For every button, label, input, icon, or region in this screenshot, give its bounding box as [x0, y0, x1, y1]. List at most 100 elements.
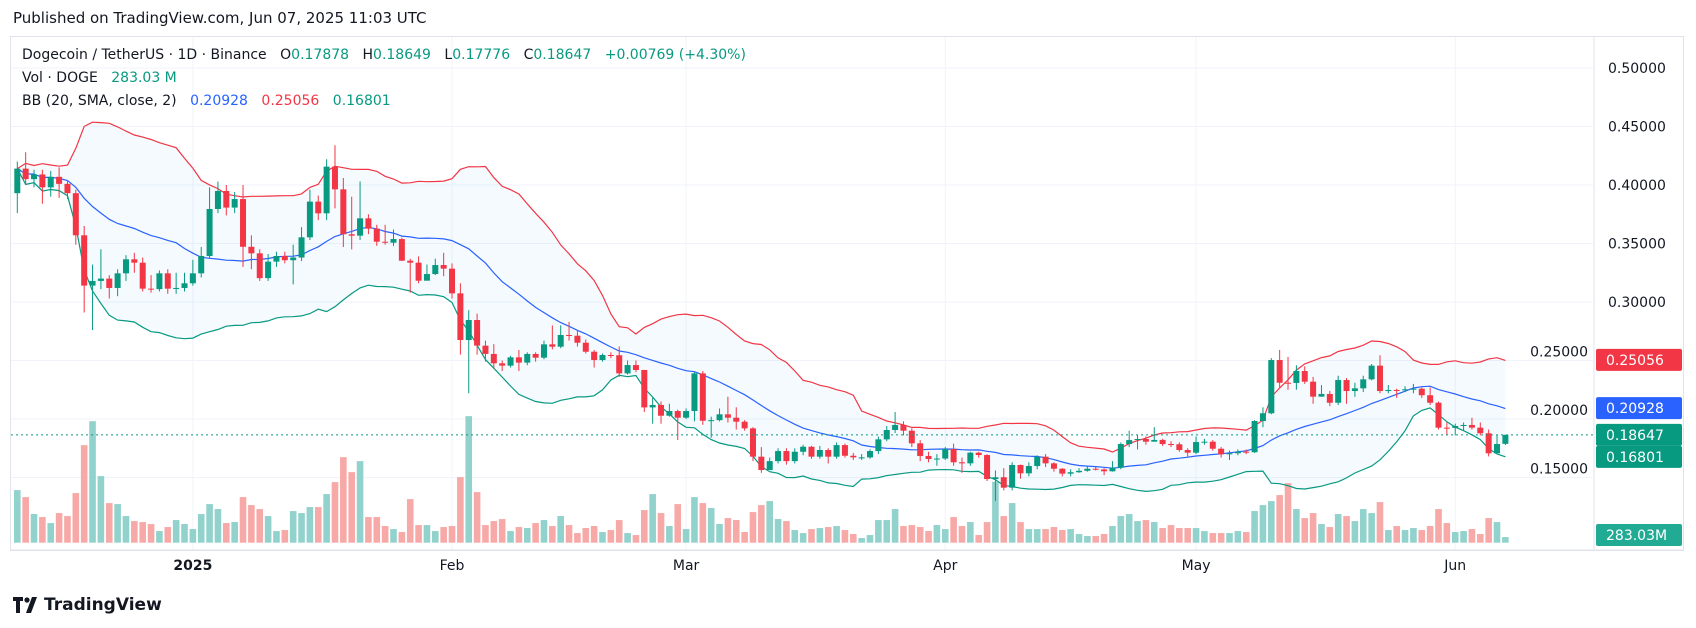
candle[interactable]: [390, 229, 397, 246]
candle[interactable]: [875, 436, 882, 455]
candle[interactable]: [1092, 466, 1099, 471]
candle[interactable]: [783, 448, 790, 465]
candle[interactable]: [1201, 438, 1208, 445]
candle[interactable]: [691, 372, 698, 422]
candle[interactable]: [958, 457, 965, 473]
candle[interactable]: [223, 185, 230, 216]
candle[interactable]: [1142, 436, 1149, 445]
candle[interactable]: [47, 170, 54, 197]
candle[interactable]: [566, 321, 573, 341]
candle[interactable]: [323, 159, 330, 221]
candle[interactable]: [841, 443, 848, 458]
candle[interactable]: [833, 442, 840, 459]
candle[interactable]: [482, 340, 489, 362]
candle[interactable]: [1234, 449, 1241, 456]
candle[interactable]: [582, 339, 589, 354]
candle[interactable]: [1360, 375, 1367, 393]
candle[interactable]: [122, 255, 129, 281]
candle[interactable]: [1259, 407, 1266, 428]
candle[interactable]: [574, 330, 581, 347]
candle[interactable]: [1042, 454, 1049, 467]
candle[interactable]: [1452, 423, 1459, 436]
candle[interactable]: [1218, 447, 1225, 458]
candle[interactable]: [331, 145, 338, 209]
candle[interactable]: [423, 264, 430, 281]
candle[interactable]: [415, 256, 422, 284]
candle[interactable]: [139, 257, 146, 292]
candle[interactable]: [1435, 401, 1442, 430]
candle[interactable]: [1335, 375, 1342, 405]
candle[interactable]: [515, 349, 522, 372]
candle[interactable]: [1276, 349, 1283, 388]
candle[interactable]: [22, 152, 29, 185]
candle[interactable]: [775, 448, 782, 464]
candle[interactable]: [1351, 382, 1358, 397]
candle[interactable]: [1117, 442, 1124, 470]
candle[interactable]: [1385, 385, 1392, 394]
volume-label[interactable]: Vol · DOGE: [22, 70, 98, 86]
candle[interactable]: [1293, 365, 1300, 390]
candle[interactable]: [14, 161, 21, 214]
candle[interactable]: [532, 352, 539, 362]
candle[interactable]: [1318, 385, 1325, 397]
candle[interactable]: [1000, 468, 1007, 491]
candle[interactable]: [892, 411, 899, 434]
candle[interactable]: [256, 249, 263, 281]
symbol-title[interactable]: Dogecoin / TetherUS · 1D · Binance: [22, 47, 267, 63]
candle[interactable]: [1209, 440, 1216, 451]
candle[interactable]: [1134, 435, 1141, 450]
candle[interactable]: [708, 416, 715, 438]
candle[interactable]: [490, 344, 497, 369]
candle[interactable]: [181, 272, 188, 292]
candle[interactable]: [97, 249, 104, 290]
candle[interactable]: [1050, 462, 1057, 472]
candle[interactable]: [683, 408, 690, 419]
candle[interactable]: [791, 448, 798, 464]
candle[interactable]: [1285, 356, 1292, 390]
candle[interactable]: [624, 360, 631, 375]
candle[interactable]: [967, 451, 974, 466]
candle[interactable]: [1059, 468, 1066, 477]
candle[interactable]: [81, 225, 88, 313]
candle[interactable]: [666, 403, 673, 417]
candle[interactable]: [816, 445, 823, 459]
candle[interactable]: [975, 451, 982, 458]
candle[interactable]: [273, 251, 280, 267]
candle[interactable]: [240, 185, 247, 267]
candle[interactable]: [599, 353, 606, 362]
candle[interactable]: [1402, 386, 1409, 393]
candle[interactable]: [1376, 355, 1383, 394]
candle[interactable]: [131, 252, 138, 273]
candle[interactable]: [373, 224, 380, 246]
candle[interactable]: [632, 360, 639, 373]
candle[interactable]: [658, 401, 665, 424]
candle[interactable]: [699, 371, 706, 425]
candle[interactable]: [365, 214, 372, 235]
candle[interactable]: [1310, 376, 1317, 404]
tradingview-logo[interactable]: TradingView: [13, 595, 162, 615]
candle[interactable]: [382, 224, 389, 245]
candle[interactable]: [766, 457, 773, 471]
candle[interactable]: [1410, 383, 1417, 394]
candle[interactable]: [1251, 420, 1258, 453]
candle[interactable]: [306, 189, 313, 240]
candle[interactable]: [39, 169, 46, 204]
candle[interactable]: [1176, 442, 1183, 452]
candle[interactable]: [1151, 427, 1158, 442]
candle[interactable]: [733, 407, 740, 430]
candle[interactable]: [1034, 455, 1041, 470]
candle[interactable]: [758, 447, 765, 473]
candle[interactable]: [674, 409, 681, 441]
candle[interactable]: [1109, 461, 1116, 472]
candle[interactable]: [89, 264, 96, 331]
bb-label[interactable]: BB (20, SMA, close, 2): [22, 93, 177, 109]
candle[interactable]: [591, 349, 598, 368]
candle[interactable]: [867, 449, 874, 459]
candle[interactable]: [1326, 390, 1333, 407]
candle[interactable]: [641, 369, 648, 412]
candle[interactable]: [64, 180, 71, 200]
candle[interactable]: [1502, 434, 1509, 446]
candle[interactable]: [440, 252, 447, 277]
candle[interactable]: [950, 443, 957, 466]
candle[interactable]: [540, 340, 547, 360]
